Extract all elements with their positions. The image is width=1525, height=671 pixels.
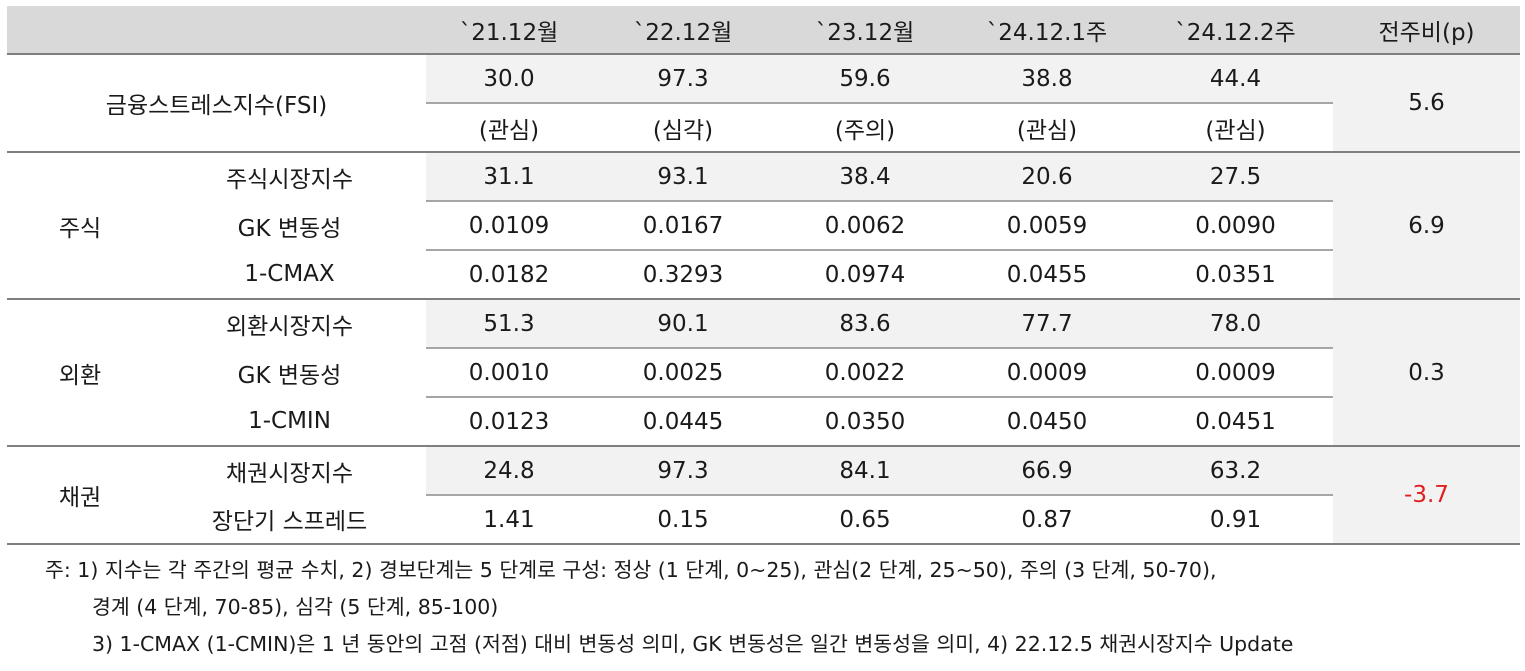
fsi-value: 97.3 <box>592 54 774 104</box>
row-label: 외환시장지수 <box>226 314 353 340</box>
cell-value: 97.3 <box>592 446 774 496</box>
cell-value: 0.0059 <box>956 201 1138 251</box>
row-label: 1-CMAX <box>153 250 426 300</box>
diff-value-negative: -3.7 <box>1333 446 1520 545</box>
cell-value: 0.0010 <box>426 348 592 398</box>
diff-value: 0.3 <box>1333 299 1520 447</box>
header-col: `22.12월 <box>592 6 774 55</box>
table-row: GK 변동성 0.0109 0.0167 0.0062 0.0059 0.009… <box>7 201 1520 251</box>
table-row: GK 변동성 0.0010 0.0025 0.0022 0.0009 0.000… <box>7 348 1520 398</box>
cell-value: 0.0109 <box>426 201 592 251</box>
table-row: 채권 채권시장지수 24.8 97.3 84.1 66.9 63.2 -3.7 <box>7 446 1520 545</box>
cell-value: 66.9 <box>956 446 1138 496</box>
row-label: 장단기 스프레드 <box>153 495 426 545</box>
cell-value: 20.6 <box>956 152 1138 202</box>
fsi-value: 59.6 <box>774 54 956 104</box>
cell-value: 0.91 <box>1138 495 1333 545</box>
cell-value: 78.0 <box>1138 299 1333 349</box>
row-label: 주식시장지수 <box>226 167 353 193</box>
cell-value: 90.1 <box>592 299 774 349</box>
header-col: `23.12월 <box>774 6 956 55</box>
fsi-level: (심각) <box>592 103 774 153</box>
cell-value: 0.0974 <box>774 250 956 300</box>
fsi-table: `21.12월 `22.12월 `23.12월 `24.12.1주 `24.12… <box>7 6 1520 545</box>
header-row: `21.12월 `22.12월 `23.12월 `24.12.1주 `24.12… <box>7 6 1520 55</box>
cell-value: 0.0022 <box>774 348 956 398</box>
table-row: 1-CMAX 0.0182 0.3293 0.0974 0.0455 0.035… <box>7 250 1520 300</box>
table-row: 장단기 스프레드 1.41 0.15 0.65 0.87 0.91 <box>7 495 1520 545</box>
fsi-level: (관심) <box>426 103 592 153</box>
fsi-value: 30.0 <box>426 54 592 104</box>
table-row: 금융스트레스지수(FSI) 30.0 97.3 59.6 38.8 44.4 5… <box>7 54 1520 153</box>
cell-value: 63.2 <box>1138 446 1333 496</box>
cell-value: 83.6 <box>774 299 956 349</box>
cell-value: 0.0450 <box>956 397 1138 447</box>
cell-value: 93.1 <box>592 152 774 202</box>
footnote-line: 3) 1-CMAX (1-CMIN)은 1 년 동안의 고점 (저점) 대비 변… <box>92 632 1294 656</box>
fsi-diff: 5.6 <box>1333 54 1520 153</box>
cell-value: 84.1 <box>774 446 956 496</box>
cell-value: 51.3 <box>426 299 592 349</box>
cell-value: 0.0009 <box>956 348 1138 398</box>
cell-value: 0.0182 <box>426 250 592 300</box>
cell-value: 0.0090 <box>1138 201 1333 251</box>
category-label: 외환 <box>7 299 153 447</box>
header-col-diff: 전주비(p) <box>1333 6 1520 55</box>
category-label: 주식 <box>7 152 153 300</box>
cell-value: 0.0025 <box>592 348 774 398</box>
cell-value: 0.3293 <box>592 250 774 300</box>
cell-value: 0.87 <box>956 495 1138 545</box>
row-label: 1-CMIN <box>153 397 426 447</box>
cell-value: 0.0445 <box>592 397 774 447</box>
cell-value: 24.8 <box>426 446 592 496</box>
fsi-level: (관심) <box>1138 103 1333 153</box>
cell-value: 0.0350 <box>774 397 956 447</box>
header-col: `24.12.2주 <box>1138 6 1333 55</box>
row-label: GK 변동성 <box>237 215 342 242</box>
footnotes: 주: 1) 지수는 각 주간의 평균 수치, 2) 경보단계는 5 단계로 구성… <box>45 552 1293 663</box>
cell-value: 1.41 <box>426 495 592 545</box>
table-row: 외환 외환시장지수 51.3 90.1 83.6 77.7 78.0 0.3 <box>7 299 1520 447</box>
fsi-level: (관심) <box>956 103 1138 153</box>
fsi-value: 44.4 <box>1138 54 1333 104</box>
fsi-label: 금융스트레스지수(FSI) <box>7 54 426 153</box>
cell-value: 31.1 <box>426 152 592 202</box>
cell-value: 0.0009 <box>1138 348 1333 398</box>
footnote-line: 주: 1) 지수는 각 주간의 평균 수치, 2) 경보단계는 5 단계로 구성… <box>45 558 1217 582</box>
diff-value: 6.9 <box>1333 152 1520 300</box>
cell-value: 0.15 <box>592 495 774 545</box>
cell-value: 77.7 <box>956 299 1138 349</box>
category-label: 채권 <box>7 446 153 545</box>
cell-value: 27.5 <box>1138 152 1333 202</box>
cell-value: 0.0167 <box>592 201 774 251</box>
fsi-value: 38.8 <box>956 54 1138 104</box>
row-label: 채권시장지수 <box>226 461 353 487</box>
table-row: (관심) (심각) (주의) (관심) (관심) <box>7 103 1520 153</box>
cell-value: 0.0062 <box>774 201 956 251</box>
footnote-line: 경계 (4 단계, 70-85), 심각 (5 단계, 85-100) <box>92 595 499 619</box>
table-row: 주식 주식시장지수 31.1 93.1 38.4 20.6 27.5 6.9 <box>7 152 1520 300</box>
cell-value: 0.0123 <box>426 397 592 447</box>
cell-value: 38.4 <box>774 152 956 202</box>
row-label: GK 변동성 <box>237 362 342 389</box>
cell-value: 0.65 <box>774 495 956 545</box>
cell-value: 0.0455 <box>956 250 1138 300</box>
header-col: `24.12.1주 <box>956 6 1138 55</box>
cell-value: 0.0451 <box>1138 397 1333 447</box>
cell-value: 0.0351 <box>1138 250 1333 300</box>
fsi-level: (주의) <box>774 103 956 153</box>
table-row: 1-CMIN 0.0123 0.0445 0.0350 0.0450 0.045… <box>7 397 1520 447</box>
header-corner <box>7 6 426 55</box>
header-col: `21.12월 <box>426 6 592 55</box>
